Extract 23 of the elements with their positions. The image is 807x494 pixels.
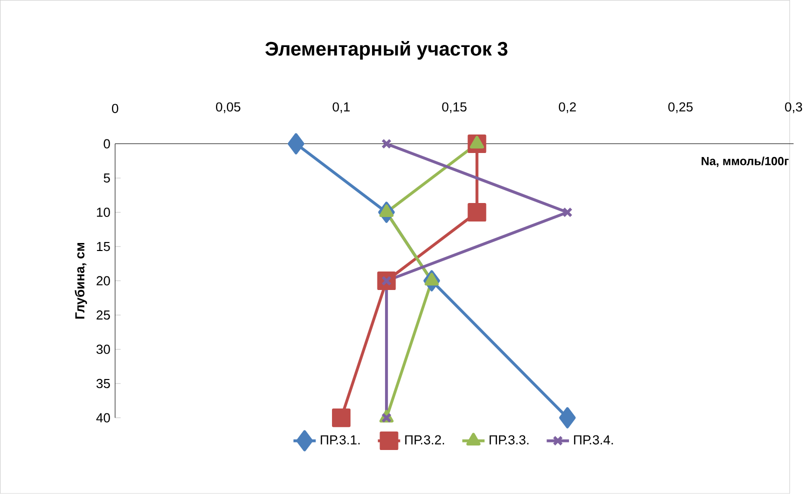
y-tick-label: 35 [96,379,110,388]
legend-label: ПР.3.4. [574,435,613,445]
chart-title: Элементарный участок 3 [265,41,508,60]
x-tick-label: 0,3 [785,102,802,114]
y-tick-label: 10 [96,208,110,218]
x-tick-label: 0 [112,104,118,114]
x-axis-title: Na, ммоль/100г [702,156,789,168]
x-tick-label: 0,25 [668,102,693,114]
legend-label: ПР.3.1. [320,435,360,445]
y-tick-label: 40 [96,413,110,423]
x-tick-label: 0,1 [332,102,350,114]
legend-label: ПР.3.3. [490,435,528,445]
y-tick-label: 25 [96,310,110,320]
y-tick-label: 20 [96,276,110,286]
y-axis-title: Глубина, см [74,243,88,319]
y-tick-label: 0 [104,139,110,149]
y-tick-label: 5 [104,174,110,183]
y-tick-label: 30 [96,344,110,354]
x-tick-label: 0,15 [442,102,466,114]
y-tick-label: 15 [96,242,110,252]
legend-label: ПР.3.2. [405,435,444,445]
x-tick-label: 0,2 [558,102,576,114]
x-tick-label: 0,05 [216,102,240,114]
